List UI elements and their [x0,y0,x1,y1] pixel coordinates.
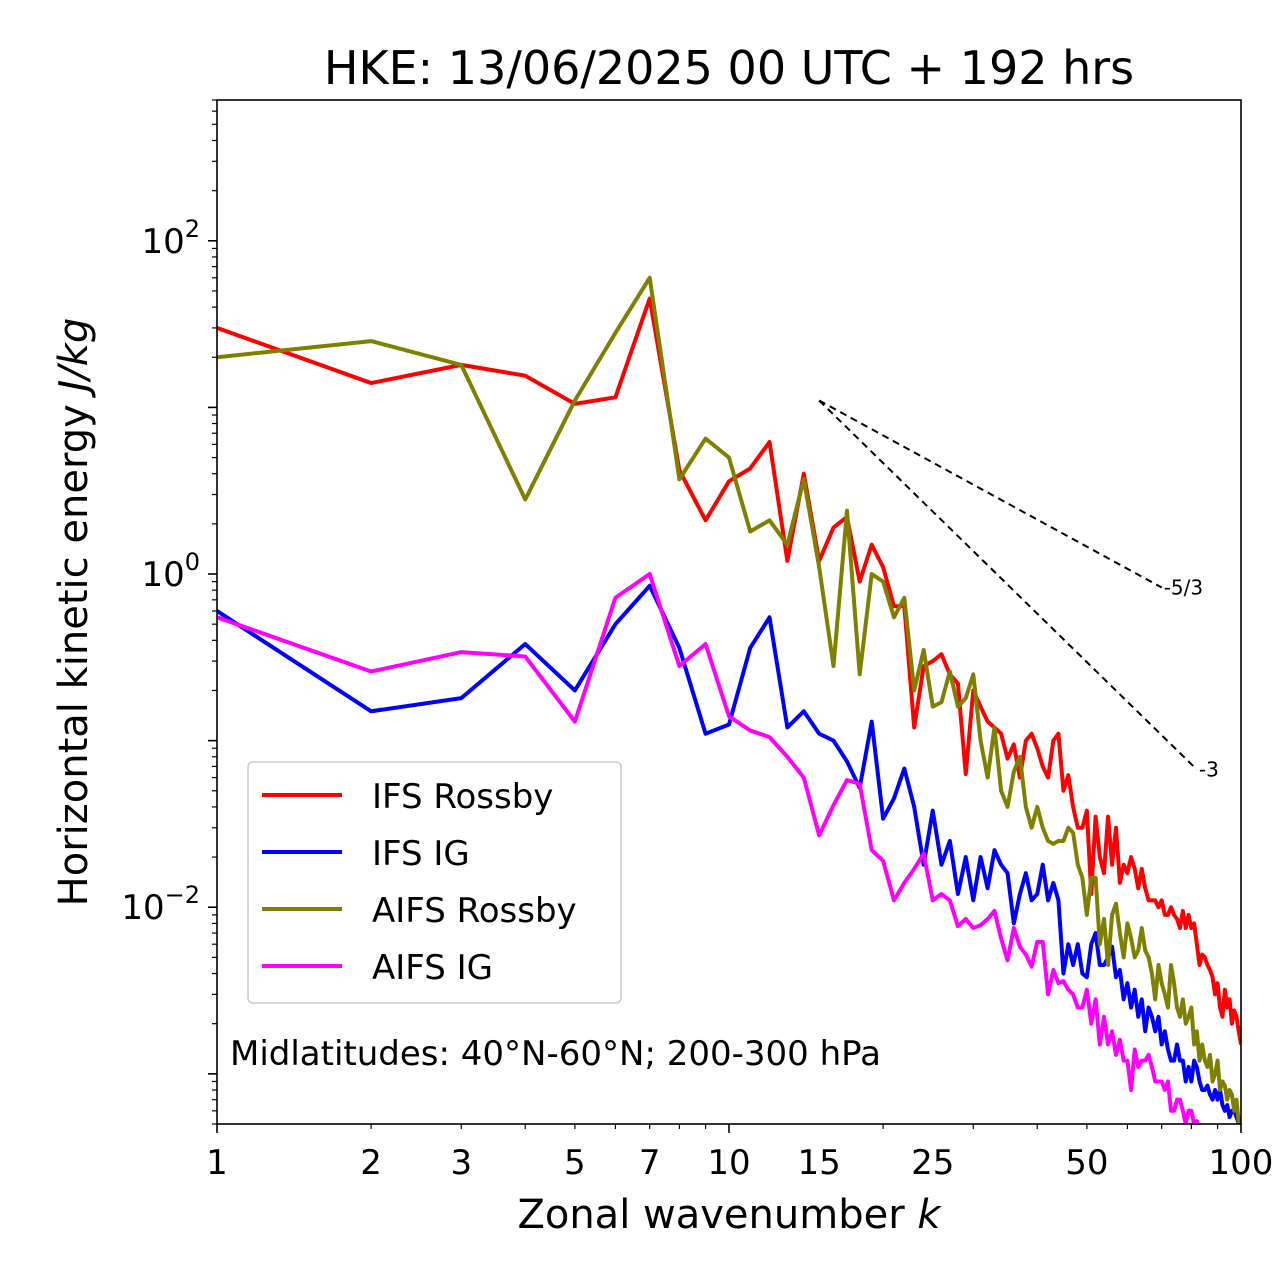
y-axis-ticks: 102 100 10−2 [121,99,217,1125]
series-line-ifs-ig [217,583,1241,1124]
x-tick-label: 2 [360,1143,382,1183]
x-tick-label: 5 [564,1143,586,1183]
y-tick-label: 100 [141,548,200,595]
legend-box [247,761,622,1004]
reference-slope-label: -5/3 [1164,576,1203,600]
x-tick-label: 25 [911,1143,954,1183]
reference-slope-line [818,399,1163,589]
x-tick-label: 10 [707,1143,750,1183]
legend-label-ifs-rossby: IFS Rossby [372,777,553,817]
legend-label-ifs-ig: IFS IG [372,834,470,874]
x-tick-label: 50 [1065,1143,1108,1183]
series-layer [217,275,1241,1124]
legend: IFS Rossby IFS IG AIFS Rossby AIFS IG [247,761,622,1004]
legend-label-aifs-ig: AIFS IG [372,948,493,988]
x-tick-label: 15 [798,1143,841,1183]
series-line-ifs-rossby [217,296,1241,1045]
legend-label-aifs-rossby: AIFS Rossby [372,891,577,931]
x-tick-label: 3 [450,1143,472,1183]
reference-slope-label: -3 [1199,758,1219,782]
reference-slope-line [818,399,1198,771]
y-axis-label: Horizontal kinetic energy J/kg [51,318,97,907]
x-axis-label: Zonal wavenumber k [517,1192,942,1238]
region-annotation: Midlatitudes: 40°N-60°N; 200-300 hPa [230,1034,881,1074]
legend-items: IFS Rossby IFS IG AIFS Rossby AIFS IG [262,777,577,988]
x-tick-label: 1 [206,1143,228,1183]
reference-slope-layer: -5/3 -3 [818,399,1219,782]
y-tick-label: 10−2 [121,881,200,928]
x-axis-ticks: 1 2 3 5 7 10 15 25 50 100 [206,1124,1273,1183]
x-tick-label: 100 [1209,1143,1274,1183]
x-tick-label: 7 [639,1143,661,1183]
series-line-aifs-rossby [217,275,1241,1124]
y-tick-label: 102 [141,215,200,262]
series-line-aifs-ig [217,572,1200,1124]
chart-title: HKE: 13/06/2025 00 UTC + 192 hrs [324,41,1134,95]
